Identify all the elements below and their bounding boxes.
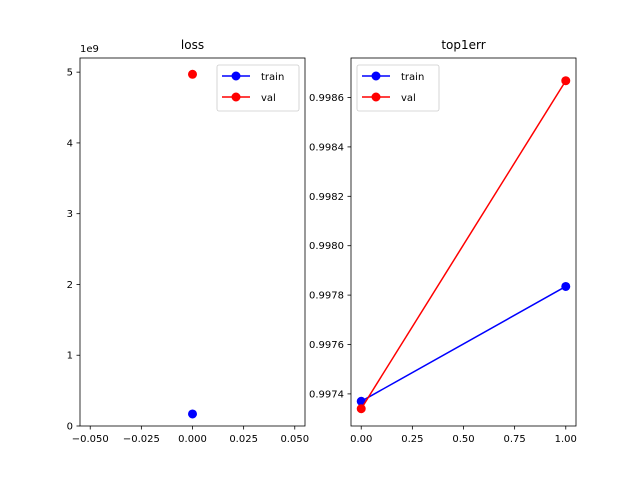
- legend-marker-train: [231, 71, 241, 81]
- x-tick-label: 0.75: [504, 434, 526, 445]
- x-tick-label: 0.050: [280, 434, 309, 445]
- y-offset-label: 1e9: [80, 44, 99, 55]
- y-tick-label: 0.9976: [309, 340, 344, 351]
- legend-marker-val: [231, 92, 241, 102]
- series-line-val: [360, 80, 567, 410]
- x-tick-label: 0.025: [229, 434, 258, 445]
- legend-box: [356, 64, 440, 112]
- y-tick-label: 2: [67, 280, 73, 291]
- x-tick-label: 0.50: [452, 434, 474, 445]
- series-train: [188, 409, 197, 419]
- legend-label-train: train: [401, 72, 424, 83]
- legend-marker-train: [371, 71, 381, 81]
- y-tick-label: 0.9980: [309, 241, 344, 252]
- y-tick-label: 1: [67, 351, 73, 362]
- y-tick-label: 5: [67, 68, 73, 79]
- legend-box: [216, 64, 300, 112]
- y-tick-label: 0.9984: [309, 142, 344, 153]
- y-tick-label: 0.9982: [309, 192, 344, 203]
- x-tick-label: −0.025: [123, 434, 160, 445]
- y-tick-label: 3: [67, 209, 73, 220]
- legend-label-train: train: [261, 72, 284, 83]
- legend-marker-val: [371, 92, 381, 102]
- x-tick-label: −0.050: [72, 434, 109, 445]
- axes-frame: [79, 57, 306, 427]
- legend: train val: [356, 64, 440, 112]
- y-tick-label: 0.9986: [309, 93, 344, 104]
- legend-label-val: val: [401, 93, 416, 104]
- legend: train val: [216, 64, 300, 112]
- y-tick-label: 0.9974: [309, 389, 344, 400]
- x-tick-label: 0.00: [350, 434, 372, 445]
- series-line-train: [360, 285, 567, 402]
- chart-title: top1err: [441, 38, 485, 52]
- chart-title: loss: [181, 38, 204, 52]
- series-val: [356, 76, 571, 414]
- data-point-train: [188, 409, 197, 419]
- x-tick-label: 1.00: [555, 434, 577, 445]
- subplot-2: top1err 0.00 0.25 0.50 0.75 1.00 0.9974 0.9976 0…: [309, 38, 577, 445]
- data-point-train: [561, 281, 571, 291]
- x-tick-label: 0.000: [178, 434, 207, 445]
- y-tick-label: 0.9978: [309, 291, 344, 302]
- y-tick-label: 4: [67, 138, 73, 149]
- series-val: [188, 69, 197, 79]
- data-point-val: [356, 404, 366, 414]
- y-tick-label: 0: [67, 422, 73, 433]
- data-point-val: [188, 69, 197, 79]
- legend-label-val: val: [261, 93, 276, 104]
- data-point-val: [561, 76, 571, 86]
- subplot-1: loss −0.050 −0.025 0.000 0.025 0.050 0 1 2 3 4 5 1e9…: [67, 38, 309, 445]
- x-tick-label: 0.25: [401, 434, 423, 445]
